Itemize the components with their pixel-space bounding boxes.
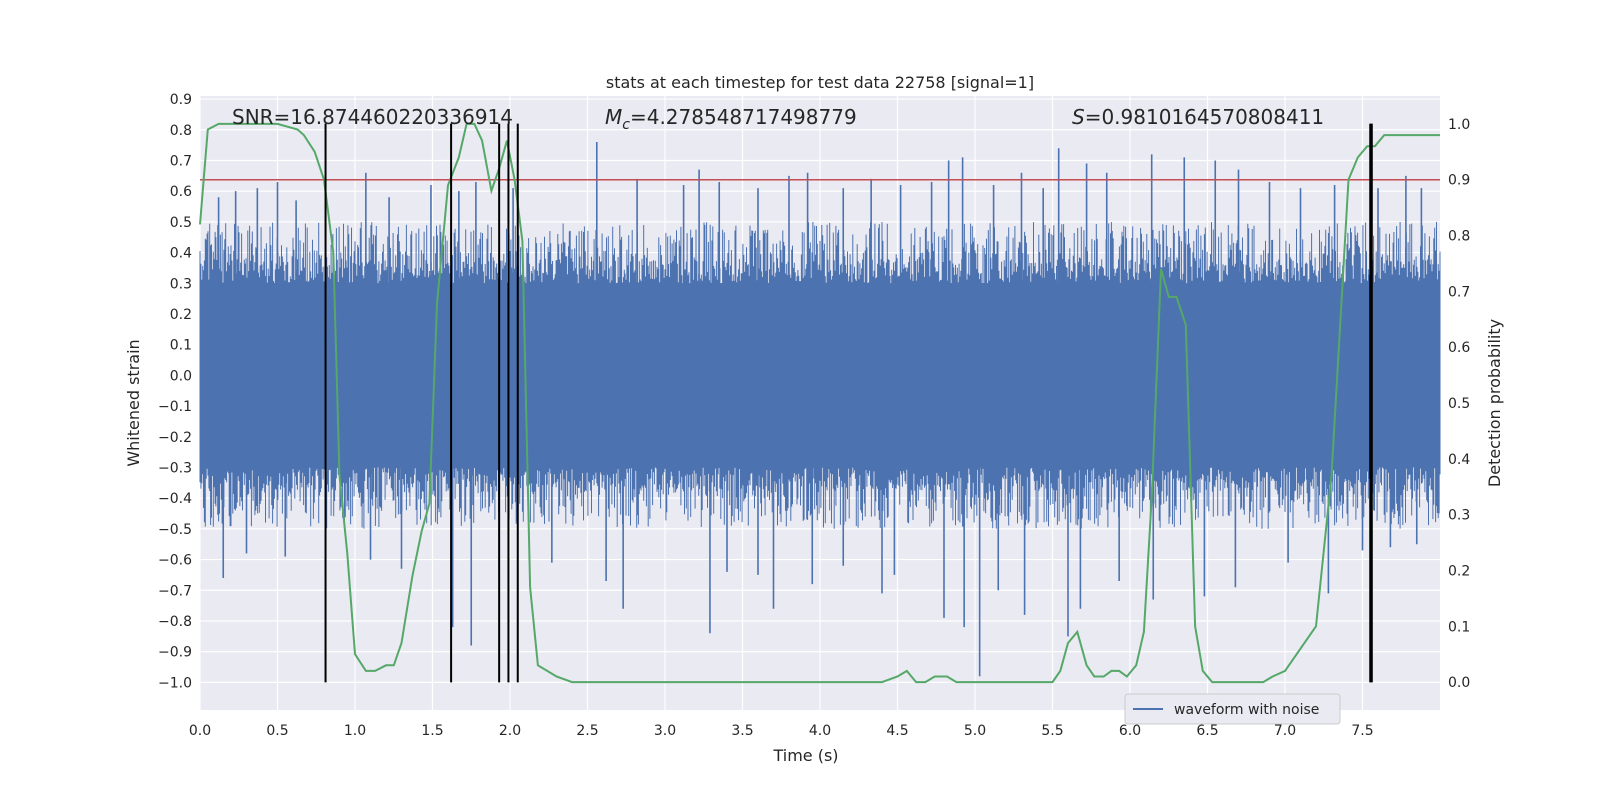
y2-tick-label: 0.1 — [1448, 619, 1470, 635]
x-tick-label: 6.5 — [1196, 723, 1218, 739]
x-tick-label: 2.0 — [499, 723, 521, 739]
y-tick-label: −0.6 — [158, 553, 192, 569]
y-tick-label: 0.8 — [170, 123, 192, 139]
chirp-mass-symbol: M — [605, 105, 622, 129]
y2-tick-label: 0.7 — [1448, 284, 1470, 300]
y-tick-label: −0.3 — [158, 460, 192, 476]
chirp-mass-subscript: c — [622, 117, 630, 133]
x-tick-label: 0.5 — [266, 723, 288, 739]
y-tick-label: −0.8 — [158, 614, 192, 630]
y-tick-label: 0.0 — [170, 368, 192, 384]
x-tick-label: 3.5 — [731, 723, 753, 739]
y2-tick-label: 0.3 — [1448, 508, 1470, 524]
waveform-series — [199, 142, 1441, 677]
y-tick-label: −0.7 — [158, 583, 192, 599]
y-axis-label: Whitened strain — [124, 339, 143, 466]
x-tick-label: 5.0 — [964, 723, 986, 739]
x-tick-label: 5.5 — [1041, 723, 1063, 739]
y-tick-label: 0.2 — [170, 307, 192, 323]
x-tick-label: 4.5 — [886, 723, 908, 739]
legend: waveform with noise — [1124, 693, 1341, 725]
y2-tick-label: 0.2 — [1448, 563, 1470, 579]
y2-tick-labels: 1.0 0.9 0.8 0.7 0.6 0.5 0.4 0.3 0.2 0.1 0.0 — [1448, 117, 1470, 691]
y-tick-label: 0.4 — [170, 246, 192, 262]
y2-tick-label: 0.4 — [1448, 452, 1470, 468]
y-tick-label: 0.3 — [170, 276, 192, 292]
x-tick-label: 1.0 — [344, 723, 366, 739]
y-tick-label: −0.2 — [158, 430, 192, 446]
x-tick-label: 3.0 — [654, 723, 676, 739]
y2-tick-label: 0.5 — [1448, 396, 1470, 412]
y2-tick-label: 0.8 — [1448, 229, 1470, 245]
x-tick-label: 1.5 — [421, 723, 443, 739]
y2-tick-label: 0.6 — [1448, 340, 1470, 356]
y-tick-label: −0.4 — [158, 491, 192, 507]
x-tick-label: 4.0 — [809, 723, 831, 739]
y-tick-label: 0.6 — [170, 184, 192, 200]
legend-label: waveform with noise — [1174, 702, 1319, 718]
chart-title: stats at each timestep for test data 227… — [606, 73, 1034, 92]
x-tick-labels: 0.0 0.5 1.0 1.5 2.0 2.5 3.0 3.5 4.0 4.5 5.0 5.5 6.0 6… — [189, 723, 1374, 739]
x-tick-label: 6.0 — [1119, 723, 1141, 739]
event-markers — [324, 123, 1373, 683]
score-value: =0.9810164570808411 — [1085, 105, 1324, 129]
detection-probability-series — [199, 122, 1440, 684]
detection-probability-line — [199, 122, 1440, 684]
y-tick-label: −0.9 — [158, 645, 192, 661]
y-tick-label: 0.1 — [170, 338, 192, 354]
y-tick-label: 0.7 — [170, 153, 192, 169]
y-tick-label: 0.9 — [170, 92, 192, 108]
x-tick-label: 2.5 — [576, 723, 598, 739]
y-tick-label: −1.0 — [158, 675, 192, 691]
chirp-mass-value: =4.278548717498779 — [630, 105, 857, 129]
snr-annotation: SNR=16.874460220336914 — [232, 105, 513, 129]
y-tick-label: −0.1 — [158, 399, 192, 415]
y-tick-label: 0.5 — [170, 215, 192, 231]
x-tick-label: 7.0 — [1274, 723, 1296, 739]
chirp-mass-annotation: Mc=4.278548717498779 — [605, 105, 857, 133]
x-tick-label: 7.5 — [1351, 723, 1373, 739]
score-symbol: S — [1072, 105, 1085, 129]
score-annotation: S=0.9810164570808411 — [1072, 105, 1324, 129]
y2-tick-label: 0.0 — [1448, 675, 1470, 691]
y2-tick-label: 0.9 — [1448, 173, 1470, 189]
y-tick-label: −0.5 — [158, 522, 192, 538]
y2-axis-label: Detection probability — [1485, 319, 1504, 487]
x-axis-label: Time (s) — [772, 746, 838, 765]
legend-box — [1124, 693, 1341, 725]
x-tick-label: 0.0 — [189, 723, 211, 739]
y2-tick-label: 1.0 — [1448, 117, 1470, 133]
y-tick-labels: 0.9 0.8 0.7 0.6 0.5 0.4 0.3 0.2 0.1 0.0 −0.1 −0.2 −0… — [158, 92, 192, 691]
